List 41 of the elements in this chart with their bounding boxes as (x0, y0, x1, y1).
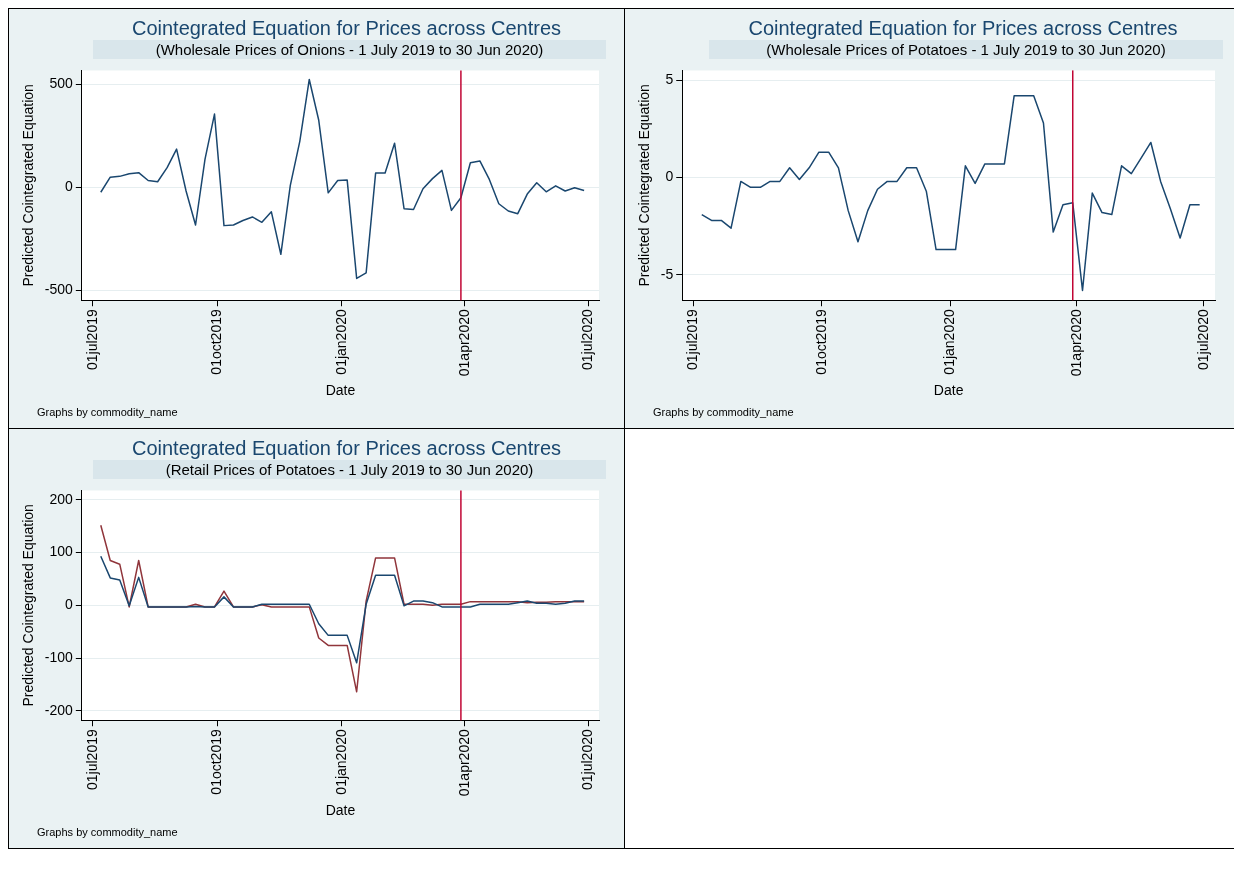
x-tick-label: 01jul2020 (579, 309, 596, 370)
x-tick-label: 01oct2019 (208, 309, 225, 375)
y-axis-title: Predicted Cointegrated Equation (20, 84, 37, 287)
x-tick-label: 01oct2019 (208, 729, 225, 795)
x-tick-label: 01oct2019 (812, 309, 829, 375)
y-tick-label: -5 (660, 265, 674, 282)
text: Graphs by commodity_name (37, 406, 179, 418)
y-tick-label: -100 (44, 648, 74, 665)
y-tick-label: -200 (44, 701, 74, 718)
x-tick-label: 01jul2019 (684, 309, 701, 370)
chart-subtitle: (Wholesale Prices of Potatoes - 1 July 2019 to 30 Jun 2020) (709, 40, 1223, 59)
y-axis-title: Predicted Cointegrated Equation (636, 84, 653, 287)
x-tick-label: 01jan2020 (940, 309, 957, 375)
chart-subtitle: (Wholesale Prices of Onions - 1 July 2019 to 30 Jun 2020) (93, 40, 606, 59)
x-tick-label: 01jan2020 (332, 729, 349, 795)
text: Graphs by commodity_name (653, 406, 795, 418)
x-tick-label: 01jul2019 (83, 729, 100, 790)
x-tick-label: 01jul2019 (83, 309, 100, 370)
text: Graphs by commodity_name (37, 826, 179, 838)
y-tick-label: 5 (665, 71, 674, 87)
chart-title: Cointegrated Equation for Prices across Centres (130, 17, 563, 40)
chart-title: Cointegrated Equation for Prices across Centres (747, 17, 1179, 40)
x-tick-label: 01apr2020 (1067, 309, 1084, 377)
y-tick-label: 500 (49, 75, 74, 92)
y-tick-label: 200 (49, 490, 74, 507)
x-tick-label: 01apr2020 (455, 729, 472, 797)
y-axis-title: Predicted Cointegrated Equation (20, 504, 37, 707)
x-axis-title: Date (933, 382, 964, 399)
x-tick-label: 01apr2020 (455, 309, 472, 377)
x-axis-title: Date (325, 802, 356, 819)
y-tick-label: 0 (65, 596, 74, 613)
x-axis-title: Date (325, 382, 356, 399)
x-tick-label: 01jul2020 (579, 729, 596, 790)
y-tick-label: 0 (65, 178, 74, 195)
chart-title: Cointegrated Equation for Prices across Centres (130, 437, 563, 460)
y-tick-label: 100 (49, 543, 74, 560)
x-tick-label: 01jul2020 (1194, 309, 1211, 370)
y-tick-label: -500 (44, 281, 74, 298)
x-tick-label: 01jan2020 (332, 309, 349, 375)
y-tick-label: 0 (665, 168, 674, 185)
chart-subtitle: (Retail Prices of Potatoes - 1 July 2019 to 30 Jun 2020) (93, 460, 606, 479)
